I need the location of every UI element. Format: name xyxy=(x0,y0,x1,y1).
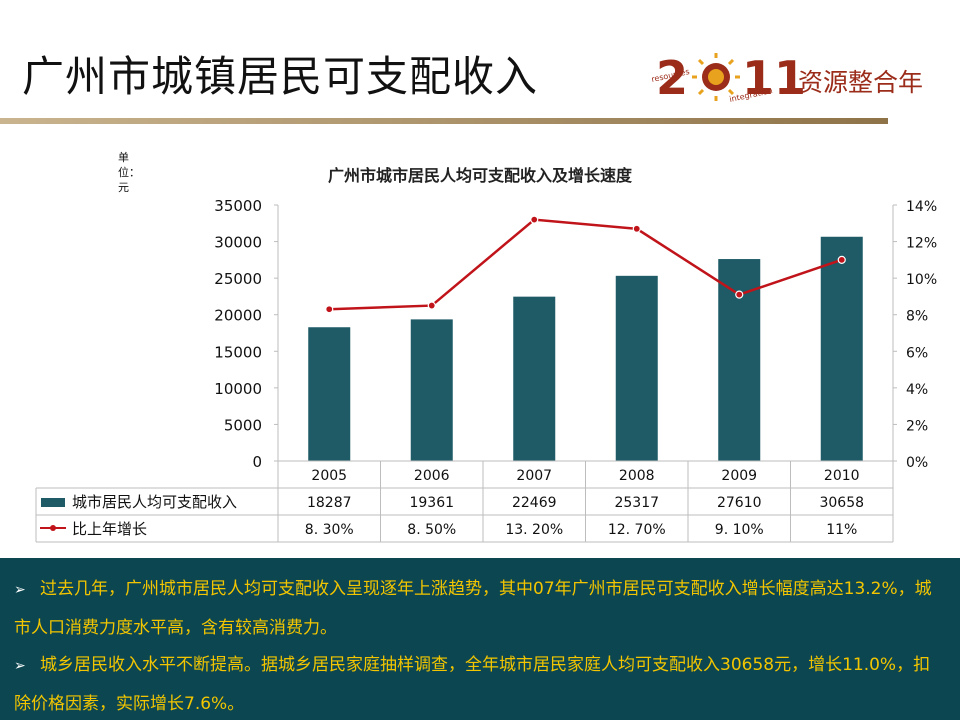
y-right-tick-label: 14% xyxy=(906,199,937,215)
table-cell: 11% xyxy=(826,522,857,538)
y-right-tick-label: 0% xyxy=(906,455,928,471)
y-left-tick-label: 20000 xyxy=(214,307,262,325)
logo: 2 11 resources integration 资源整合年 xyxy=(652,51,923,105)
x-category-label: 2006 xyxy=(414,468,450,484)
table-cell: 8. 30% xyxy=(305,522,354,538)
bar-2008 xyxy=(615,275,658,461)
y-left-tick-label: 10000 xyxy=(214,380,262,398)
x-category-label: 2010 xyxy=(824,468,860,484)
arrow-right-icon: ➢ xyxy=(14,582,26,598)
chart-title: 广州市城市居民人均可支配收入及增长速度 xyxy=(328,166,633,185)
y-left-tick-label: 25000 xyxy=(214,270,262,288)
summary-panel: ➢ 过去几年，广州城市居民人均可支配收入呈现逐年上涨趋势，其中07年广州市居民可支… xyxy=(0,558,960,720)
growth-point-2008 xyxy=(632,224,641,233)
table-cell: 9. 10% xyxy=(715,522,764,538)
logo-year-two: 2 xyxy=(656,51,688,105)
table-cell: 27610 xyxy=(717,495,762,511)
logo-slogan: 资源整合年 xyxy=(798,68,923,97)
growth-point-2009 xyxy=(735,290,744,299)
bar-2006 xyxy=(410,319,453,461)
table-cell: 22469 xyxy=(512,495,557,511)
y-right-tick-label: 2% xyxy=(906,418,928,434)
x-category-label: 2008 xyxy=(619,468,655,484)
logo-year-ones: 11 xyxy=(742,51,806,105)
y-right-tick-label: 6% xyxy=(906,345,928,361)
logo-sun-icon xyxy=(692,53,740,101)
y-left-tick-label: 0 xyxy=(252,453,262,471)
summary-bullet-2: ➢ 城乡居民收入水平不断提高。据城乡居民家庭抽样调查，全年城市居民家庭人均可支配收… xyxy=(14,646,944,723)
table-row-label: 比上年增长 xyxy=(72,520,147,538)
bar-2007 xyxy=(513,296,556,461)
table-cell: 25317 xyxy=(614,495,659,511)
bar-2005 xyxy=(308,327,351,461)
x-category-label: 2009 xyxy=(721,468,757,484)
table-cell: 19361 xyxy=(409,495,454,511)
summary-bullet-2-text: 城乡居民收入水平不断提高。据城乡居民家庭抽样调查，全年城市居民家庭人均可支配收入… xyxy=(14,655,931,714)
growth-point-2010 xyxy=(837,255,846,264)
arrow-right-icon: ➢ xyxy=(14,658,26,674)
y-right-tick-label: 8% xyxy=(906,309,928,325)
y-right-tick-label: 12% xyxy=(906,236,937,252)
y-left-tick-label: 35000 xyxy=(214,197,262,215)
growth-point-2005 xyxy=(325,305,334,314)
slide-title: 广州市城镇居民可支配收入 xyxy=(22,52,539,101)
summary-bullet-1-text: 过去几年，广州城市居民人均可支配收入呈现逐年上涨趋势，其中07年广州市居民可支配… xyxy=(14,579,932,638)
x-category-label: 2005 xyxy=(311,468,347,484)
chart: 广州市城市居民人均可支配收入及增长速度 0 5000 10000 15000 20000 2… xyxy=(35,166,937,543)
y-right-tick-label: 10% xyxy=(906,272,937,288)
table-row-label: 城市居民人均可支配收入 xyxy=(72,493,237,511)
y-left-tick-label: 15000 xyxy=(214,343,262,361)
legend-bar-key xyxy=(41,498,65,507)
x-category-label: 2007 xyxy=(516,468,552,484)
growth-point-2007 xyxy=(530,215,539,224)
table-cell: 13. 20% xyxy=(505,522,563,538)
table-cell: 12. 70% xyxy=(608,522,666,538)
y-left-tick-label: 30000 xyxy=(214,234,262,252)
table-cell: 8. 50% xyxy=(407,522,456,538)
summary-bullet-1: ➢ 过去几年，广州城市居民人均可支配收入呈现逐年上涨趋势，其中07年广州市居民可支… xyxy=(14,570,944,647)
growth-line xyxy=(329,218,843,311)
growth-point-2006 xyxy=(427,301,436,310)
table-cell: 18287 xyxy=(307,495,352,511)
table-cell: 30658 xyxy=(819,495,864,511)
bar-2010 xyxy=(820,236,863,461)
legend-line-marker xyxy=(50,525,56,531)
y-left-tick-label: 5000 xyxy=(224,416,262,434)
title-divider xyxy=(0,118,888,124)
y-right-tick-label: 4% xyxy=(906,382,928,398)
